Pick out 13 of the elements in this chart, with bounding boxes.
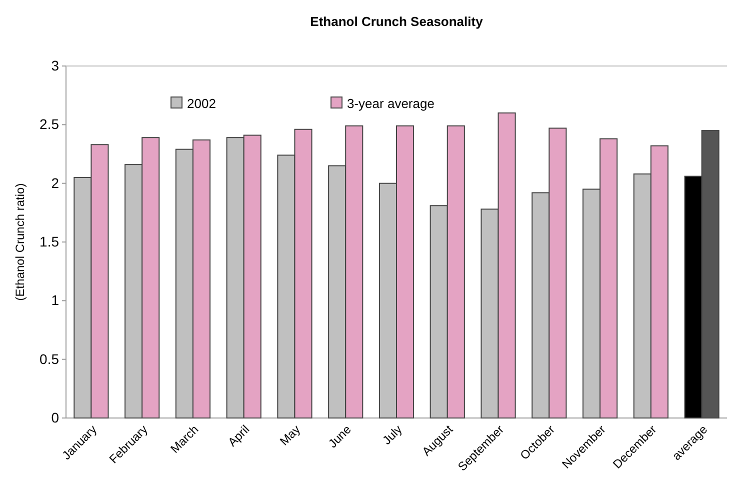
y-tick-label: 1 bbox=[51, 292, 60, 308]
y-axis-title: (Ethanol Crunch ratio) bbox=[13, 183, 27, 301]
y-tick-label: 2 bbox=[51, 174, 60, 191]
x-tick-label: July bbox=[380, 422, 405, 448]
legend-label: 2002 bbox=[187, 96, 216, 111]
chart-title: Ethanol Crunch Seasonality bbox=[310, 14, 484, 29]
y-tick-label: 0 bbox=[51, 409, 60, 426]
legend-label: 3-year average bbox=[347, 96, 434, 111]
y-tick-label: 1.5 bbox=[40, 233, 60, 250]
y-tick-label: 3 bbox=[51, 57, 60, 74]
y-tick-label: 2.5 bbox=[40, 116, 60, 132]
x-tick-label: May bbox=[277, 422, 303, 448]
y-tick-label: 0.5 bbox=[40, 350, 60, 367]
